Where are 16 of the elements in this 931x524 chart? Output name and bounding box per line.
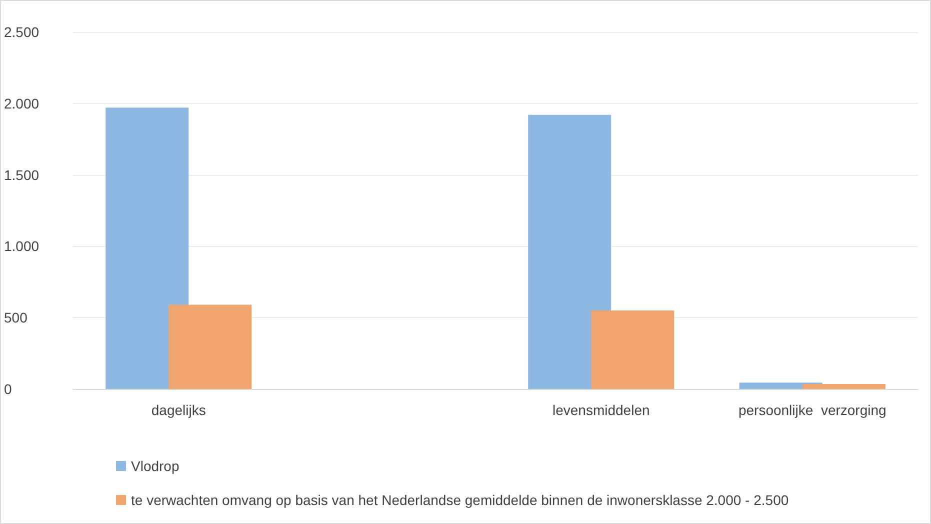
bar (528, 114, 612, 389)
bar (106, 108, 189, 389)
bar (802, 384, 886, 389)
y-tick-label: 0 (4, 381, 12, 397)
bar (168, 304, 252, 389)
x-tick-label: levensmiddelen (552, 402, 650, 418)
legend-label: te verwachten omvang op basis van het Nederlandse gemiddelde binnen de inwonersklasse 2.000 - 2.500 (131, 492, 789, 508)
y-tick-label: 2.000 (4, 95, 40, 112)
legend-label: Vlodrop (131, 458, 180, 474)
y-tick-label: 1.000 (4, 238, 40, 254)
bar (591, 310, 674, 389)
y-tick-label: 1.500 (4, 166, 40, 183)
y-tick-label: 2.500 (4, 24, 40, 40)
y-tick-label: 500 (4, 310, 28, 326)
x-tick-label: dagelijks (151, 402, 206, 418)
x-tick-label: persoonlijke verzorging (738, 402, 886, 418)
